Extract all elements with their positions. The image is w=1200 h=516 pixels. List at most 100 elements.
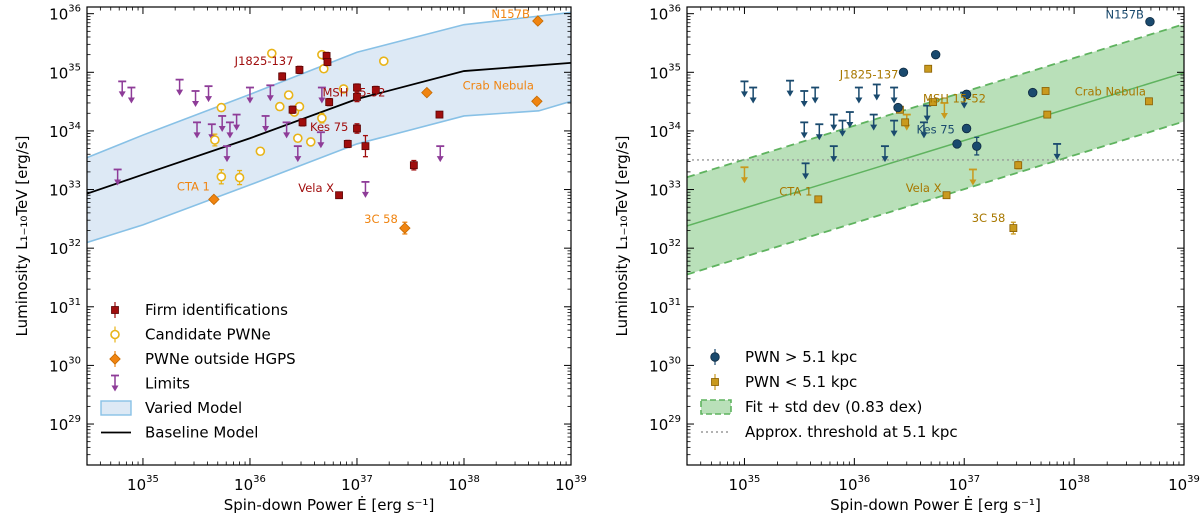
firm-id-point — [409, 161, 418, 170]
y-tick-base: 10 — [649, 6, 668, 24]
near-pwn-point — [942, 191, 951, 200]
legend-band-swatch — [100, 400, 132, 416]
x-tick-label: 1038 — [448, 474, 480, 494]
limit-arrow-head — [226, 132, 234, 139]
y-tick-base: 10 — [649, 123, 668, 141]
limit-arrow-head — [176, 89, 184, 96]
left-chart-panel: N157B J1825-137 MSH 15-52 Crab Nebula Kes 75… — [13, 4, 587, 514]
legend-label: Fit + std dev (0.83 dex) — [745, 398, 922, 416]
far-limit-arrow-head — [870, 124, 878, 131]
far-limit-arrow-head — [855, 97, 863, 104]
far-limit-arrow-head — [815, 134, 823, 141]
legend-label: Firm identifications — [145, 301, 288, 319]
limit-arrow-head — [246, 97, 254, 104]
legend-label: PWNe outside HGPS — [145, 350, 296, 368]
y-tick-base: 10 — [649, 64, 668, 82]
y-tick-label: 1034 — [49, 121, 81, 141]
firm-id-point — [295, 65, 304, 74]
legend-candidate-marker — [110, 329, 120, 340]
candidate-pwn-point — [378, 56, 389, 66]
far-limit-arrow-head — [881, 156, 889, 163]
legend-label: Approx. threshold at 5.1 kpc — [745, 423, 958, 441]
legend-label: PWN > 5.1 kpc — [745, 348, 857, 366]
y-tick-label: 1035 — [49, 62, 81, 82]
limit-arrow — [113, 168, 122, 186]
far-limit-arrow — [815, 123, 824, 141]
y-tick-label: 1031 — [649, 297, 681, 317]
y-tick-exponent: 31 — [68, 297, 81, 308]
x-axis-title: Spin-down Power Ė [erg s⁻¹] — [224, 495, 435, 514]
y-tick-base: 10 — [49, 182, 68, 200]
far-limit-arrow — [890, 119, 899, 137]
far-pwn-point — [1028, 87, 1038, 98]
y-tick-exponent: 34 — [68, 121, 81, 132]
x-tick-base: 10 — [341, 476, 360, 494]
y-tick-exponent: 34 — [668, 121, 681, 132]
y-tick-base: 10 — [49, 240, 68, 258]
candidate-pwn-point — [216, 171, 227, 182]
legend-near-marker — [711, 378, 719, 386]
annotation-label: CTA 1 — [177, 179, 210, 193]
outside-pwn-point — [208, 193, 220, 206]
outside-pwn-point — [421, 86, 433, 99]
x-tick-base: 10 — [838, 476, 857, 494]
far-limit-arrow — [800, 90, 809, 107]
y-tick-base: 10 — [49, 123, 68, 141]
firm-id-point — [298, 118, 307, 127]
firm-id-point — [371, 86, 380, 94]
x-axis-title: Spin-down Power Ė [erg s⁻¹] — [830, 495, 1041, 514]
near-limit-arrow — [740, 166, 749, 184]
far-pwn-point — [898, 67, 909, 78]
legend: PWN > 5.1 kpc PWN < 5.1 kpc Fit + std dev … — [700, 348, 958, 441]
annotation-label: N157B — [491, 7, 530, 21]
y-tick-base: 10 — [649, 182, 668, 200]
right-chart-panel: N157B J1825-137 MSH 15-52 Crab Nebula Kes 75… — [613, 4, 1200, 514]
far-limit-arrow-head — [960, 102, 968, 109]
limit-arrow — [232, 113, 241, 131]
firm-id-point — [288, 105, 297, 114]
far-limit-arrow — [845, 111, 854, 129]
annotation-label: CTA 1 — [779, 184, 812, 198]
candidate-pwn-point — [283, 90, 294, 100]
legend-limit-marker — [111, 374, 119, 392]
x-tick-label: 1038 — [1058, 474, 1090, 494]
annotation-label: J1825-137 — [839, 67, 899, 81]
near-pwn-point — [1009, 224, 1018, 232]
limit-arrow-head — [193, 132, 201, 139]
far-limit-arrow — [869, 113, 878, 131]
firm-id-point — [361, 142, 370, 151]
limit-arrow — [316, 131, 325, 149]
far-limit-arrow-head — [923, 115, 931, 122]
y-tick-label: 1029 — [649, 414, 681, 434]
outside-pwn-point — [399, 222, 411, 234]
y-tick-base: 10 — [649, 357, 668, 375]
y-tick-exponent: 32 — [68, 238, 81, 249]
legend-far-marker — [710, 352, 720, 362]
candidate-pwn-point — [216, 102, 227, 113]
firm-id-point — [323, 58, 332, 66]
y-tick-label: 1034 — [649, 121, 681, 141]
varied-model-upper-edge — [87, 11, 571, 159]
far-limit-arrow-head — [890, 97, 898, 104]
far-limit-arrow-head — [920, 132, 928, 139]
y-axis-title: Luminosity L₁₋₁₀TeV [erg/s] — [613, 136, 631, 337]
limit-arrow — [225, 121, 234, 139]
far-limit-arrow — [800, 121, 809, 139]
y-tick-label: 1033 — [49, 180, 81, 200]
far-limit-arrow — [740, 80, 749, 98]
x-tick-label: 1036 — [838, 474, 870, 494]
y-tick-base: 10 — [49, 299, 68, 317]
far-limit-arrow-head — [800, 132, 808, 139]
limit-arrow — [266, 84, 275, 102]
candidate-pwn-point — [294, 101, 305, 112]
limit-arrow-head — [233, 124, 241, 131]
y-tick-exponent: 35 — [68, 62, 81, 73]
axes-frame — [86, 6, 572, 466]
far-limit-arrow-head — [749, 97, 757, 104]
legend-label: PWN < 5.1 kpc — [745, 373, 857, 391]
candidate-pwn-point — [274, 101, 285, 112]
fit-line — [687, 72, 1184, 227]
x-tick-exponent: 38 — [467, 474, 480, 485]
near-limit-arrow-head — [740, 177, 748, 184]
